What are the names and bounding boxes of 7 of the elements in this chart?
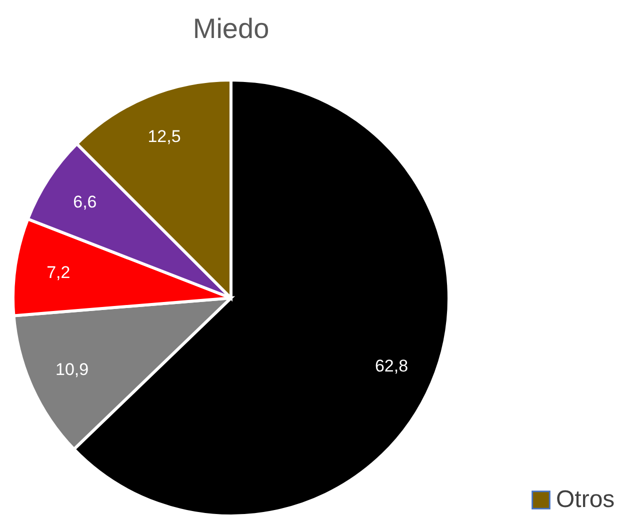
- data-label: 6,6: [73, 192, 97, 212]
- data-label: 62,8: [374, 356, 408, 376]
- chart-title: Miedo: [192, 13, 270, 44]
- data-label: 10,9: [56, 360, 89, 379]
- data-label: 7,2: [46, 262, 70, 282]
- legend-label: Otros: [556, 486, 615, 513]
- data-label: 12,5: [148, 126, 181, 146]
